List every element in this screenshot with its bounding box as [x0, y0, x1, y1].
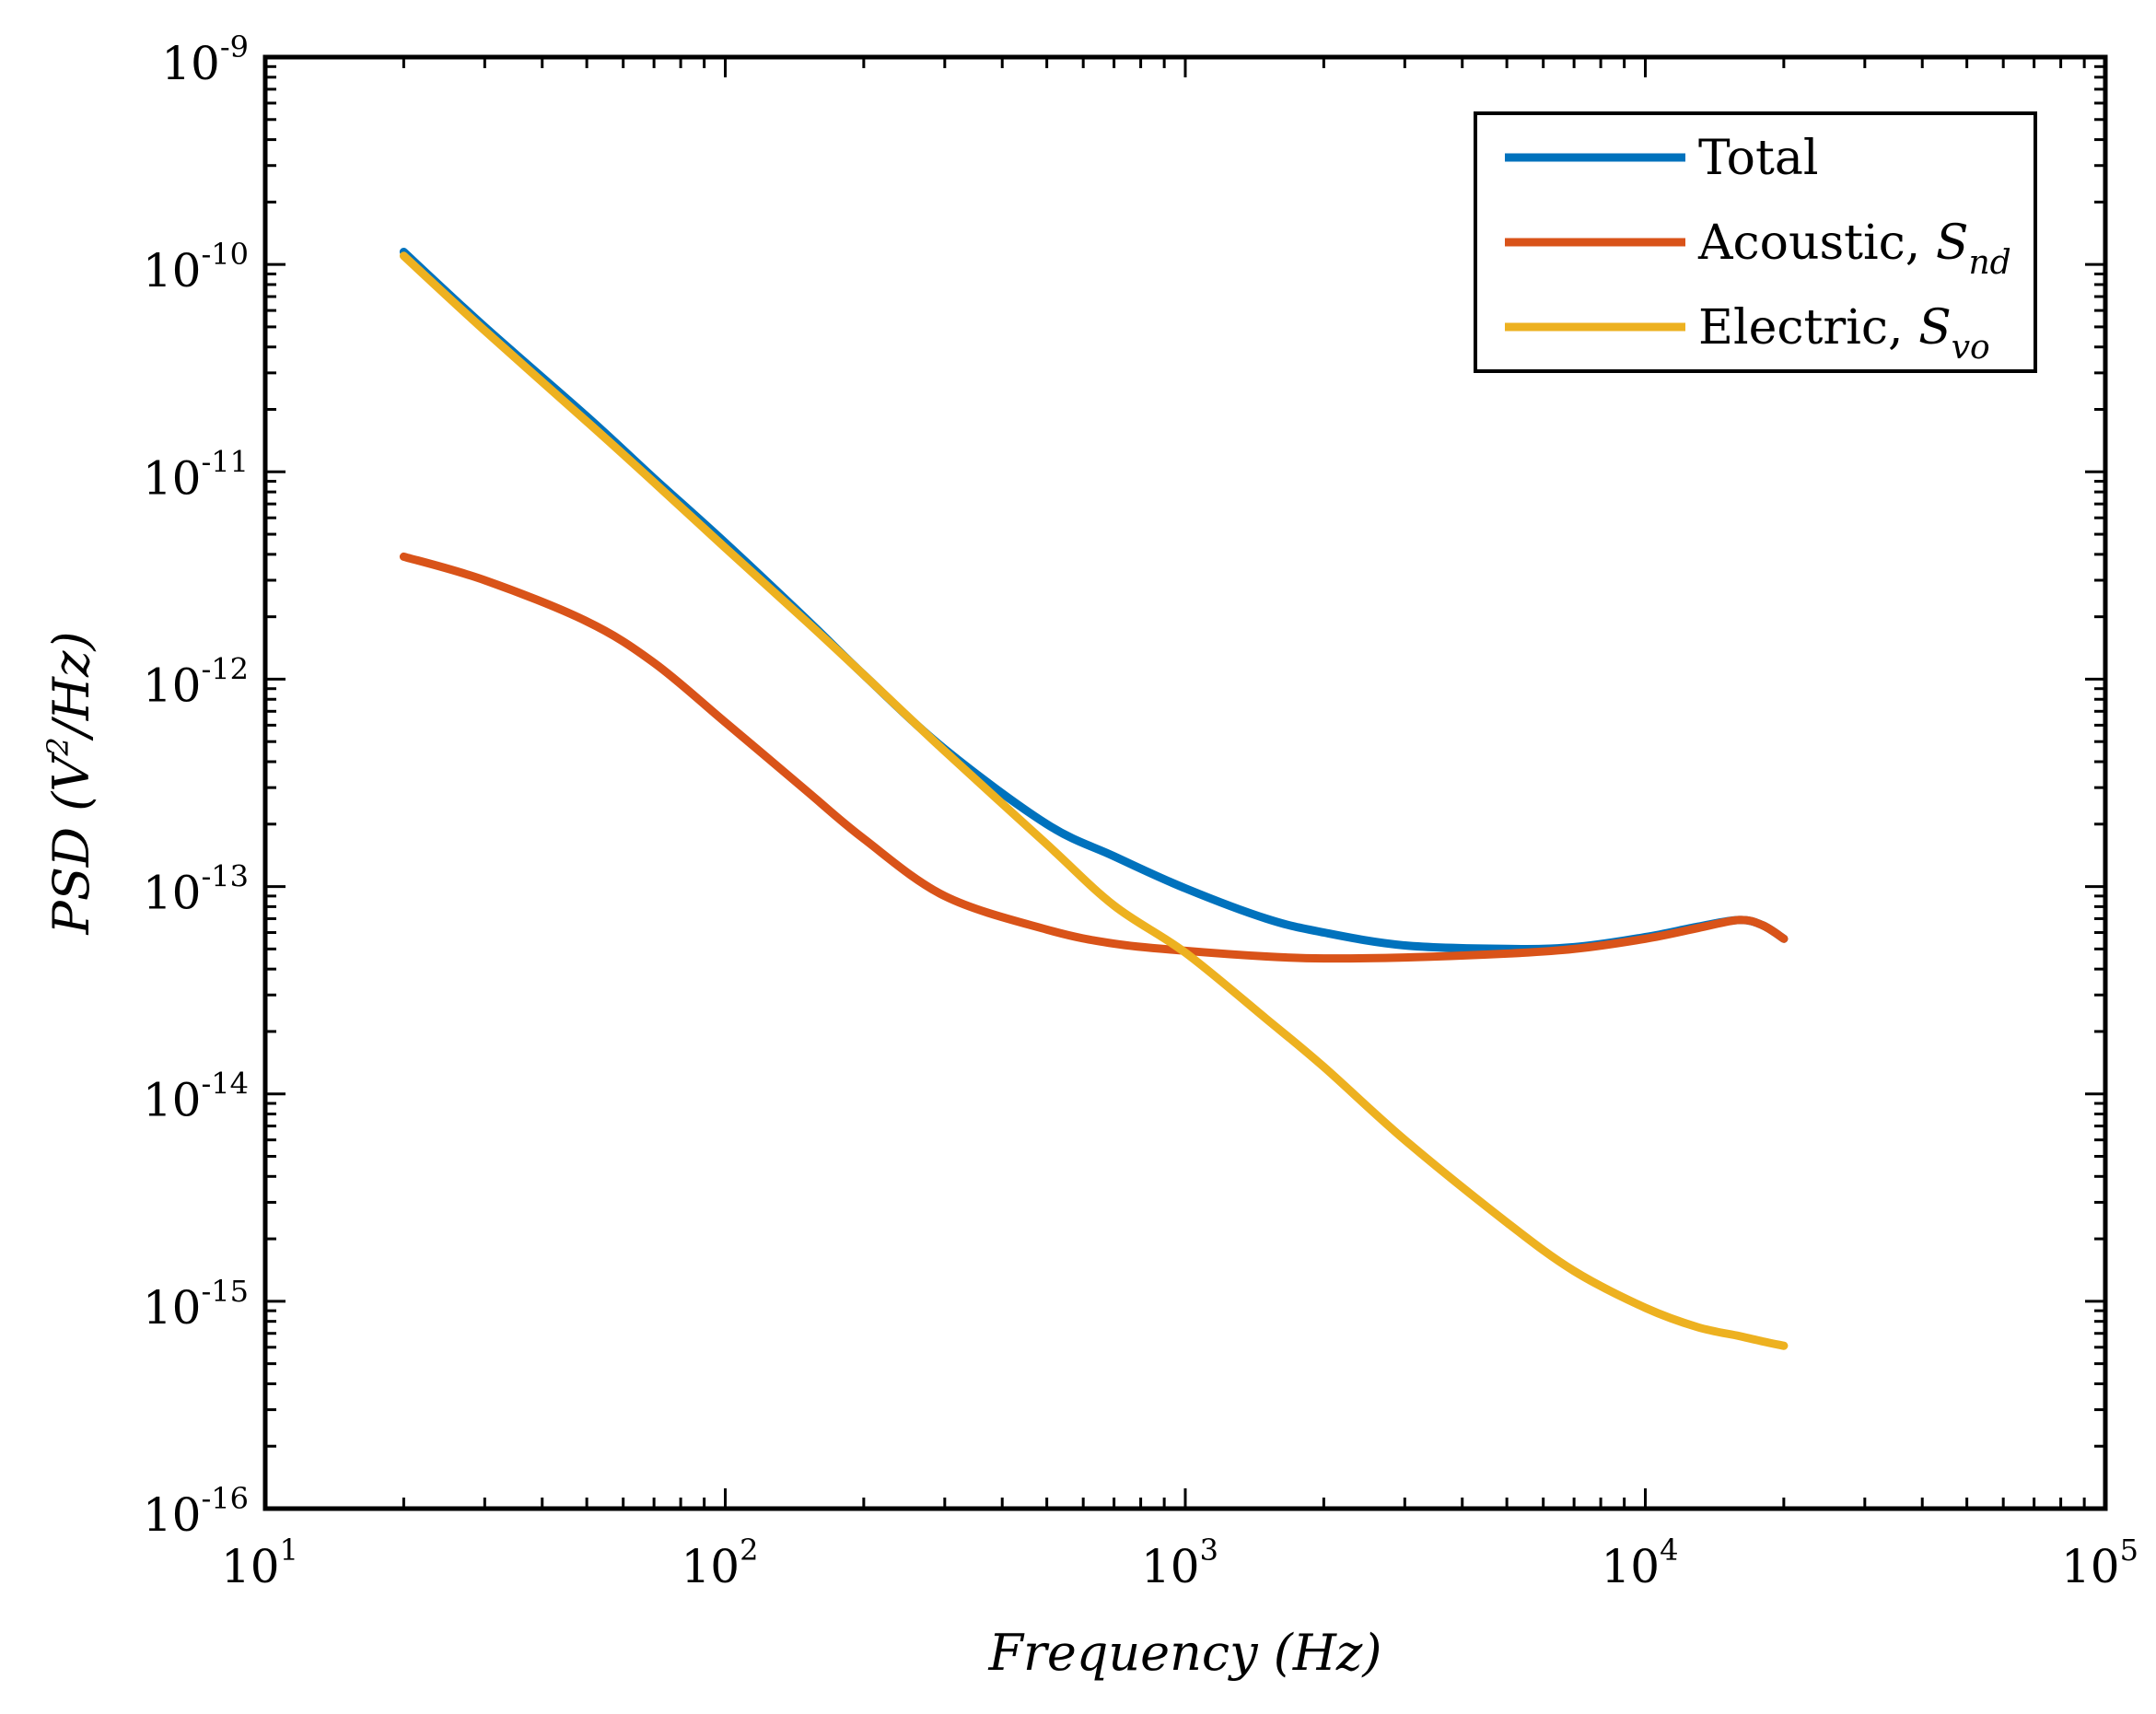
- plot-area-frame: [262, 54, 2108, 1511]
- x-tick-label: 103: [1141, 1533, 1218, 1593]
- data-series: [399, 248, 1789, 1350]
- y-tick-label: 10-14: [143, 1067, 249, 1127]
- y-tick-label: 10-11: [143, 444, 249, 505]
- y-axis-title-post: /Hz): [42, 631, 100, 741]
- legend-label-2: Acoustic, Snd: [1697, 216, 2011, 282]
- x-tick-label: 105: [2061, 1533, 2139, 1593]
- y-tick-labels: 10-9 10-10 10-11 10-12 10-13 10-14 10-15 10-16: [143, 29, 249, 1542]
- legend-label-3: Electric, Svo: [1698, 300, 1990, 367]
- legend: Total Acoustic, Snd Electric, Svo: [1474, 111, 2037, 373]
- x-tick-label: 102: [682, 1533, 759, 1593]
- x-axis-title: Frequency (Hz): [988, 1624, 1382, 1682]
- y-tick-label: 10-13: [143, 859, 249, 920]
- series-line-2: [399, 552, 1789, 963]
- y-axis-title-sup: 2: [41, 737, 76, 756]
- y-axis-title: PSD (V2/Hz): [41, 631, 100, 935]
- x-tick-labels: 101 102 103 104 105: [221, 1533, 2139, 1593]
- y-axis-title-pre: PSD (V: [42, 752, 100, 936]
- legend-label-1: Total: [1698, 131, 1818, 186]
- y-tick-label: 10-12: [143, 651, 249, 712]
- y-tick-label: 10-10: [143, 237, 249, 297]
- x-tick-label: 101: [221, 1533, 298, 1593]
- y-tick-label: 10-16: [143, 1481, 249, 1542]
- y-tick-label: 10-15: [143, 1274, 249, 1335]
- y-tick-label: 10-9: [161, 29, 249, 90]
- x-tick-label: 104: [1602, 1533, 1679, 1593]
- series-line-3: [399, 251, 1789, 1350]
